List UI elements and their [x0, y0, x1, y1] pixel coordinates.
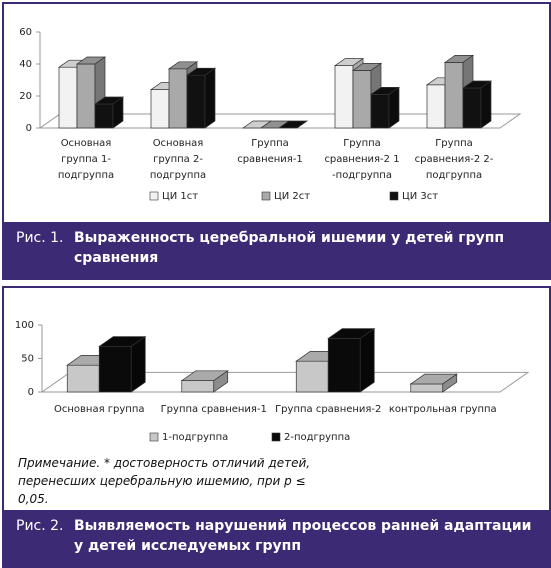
caption-1: Рис. 1. Выраженность церебральной ишемии… [4, 222, 549, 278]
bar-3d [327, 327, 376, 393]
legend-label: ЦИ 3ст [402, 191, 438, 202]
bar [295, 360, 329, 393]
y-tick-label: 50 [21, 354, 34, 365]
x-tick-label: Группа сравнения-2 1 -подгруппа [324, 138, 400, 181]
bar [327, 338, 361, 393]
bar-side [442, 373, 458, 393]
bar [181, 380, 215, 393]
bar [334, 65, 354, 129]
x-tick-label: Основная группа 2-подгруппа [149, 138, 207, 181]
bar-3d [98, 335, 147, 393]
bar [444, 62, 464, 129]
bar-side [130, 335, 146, 393]
bar [98, 346, 132, 393]
bar [94, 103, 114, 129]
legend-label: ЦИ 2ст [274, 191, 310, 202]
y-tick-label: 0 [26, 123, 32, 134]
bar [426, 84, 446, 129]
x-tick-label: Группа сравнения-2 2-подгруппа [414, 138, 494, 181]
y-tick-label: 0 [28, 387, 34, 398]
y-tick-label: 60 [19, 27, 32, 38]
legend-swatch [389, 191, 399, 201]
bar-side [204, 67, 216, 129]
legend-swatch [149, 432, 159, 442]
bar-3d [369, 86, 401, 129]
bar-side [359, 327, 375, 393]
legend-label: 2-подгруппа [284, 432, 350, 443]
bar-3d [180, 370, 229, 393]
x-tick-label: Основная группа [53, 404, 145, 415]
bar-3d [461, 80, 493, 129]
x-tick-label: Группа сравнения-2 [275, 404, 382, 415]
legend-label: 1-подгруппа [162, 432, 228, 443]
caption-text: Выраженность церебральной ишемии у детей… [74, 230, 505, 266]
bar [462, 87, 482, 129]
bar-3d [409, 373, 458, 393]
bar [370, 94, 390, 129]
y-tick-label: 100 [15, 320, 34, 331]
bar [58, 66, 78, 129]
bar-side [213, 370, 229, 393]
legend-swatch [149, 191, 159, 201]
legend-swatch [261, 191, 271, 201]
caption-text: Выявляемость нарушений процессов ранней … [74, 518, 532, 554]
bar [410, 383, 444, 393]
caption-label: Рис. 2. [16, 518, 64, 534]
bar [150, 89, 170, 129]
x-tick-label: Группа сравнения-1 [237, 138, 303, 165]
caption-2: Рис. 2. Выявляемость нарушений процессов… [4, 510, 549, 566]
bar-3d [93, 96, 125, 129]
bar-side [480, 80, 492, 129]
note: Примечание. * достоверность отличий дете… [18, 456, 311, 506]
figure-2: Рис. 2. Выявляемость нарушений процессов… [2, 286, 551, 568]
x-tick-label: контрольная группа [388, 404, 497, 415]
y-tick-label: 20 [19, 91, 32, 102]
legend-label: ЦИ 1ст [162, 191, 198, 202]
x-tick-label: Основная группа 1-подгруппа [57, 138, 115, 181]
bar [76, 63, 96, 129]
bar [168, 68, 188, 129]
bar-side [112, 96, 124, 129]
legend-swatch [271, 432, 281, 442]
bar [352, 70, 372, 129]
x-tick-label: Группа сравнения-1 [160, 404, 267, 415]
y-tick-label: 40 [19, 59, 32, 70]
bar [66, 364, 100, 393]
bar-side [388, 86, 400, 129]
figure-1: Рис. 1. Выраженность церебральной ишемии… [2, 2, 551, 280]
bar-3d [185, 67, 217, 129]
caption-label: Рис. 1. [16, 230, 64, 246]
bar [186, 74, 206, 129]
bar-3d [277, 120, 309, 129]
bar-side [296, 120, 308, 129]
